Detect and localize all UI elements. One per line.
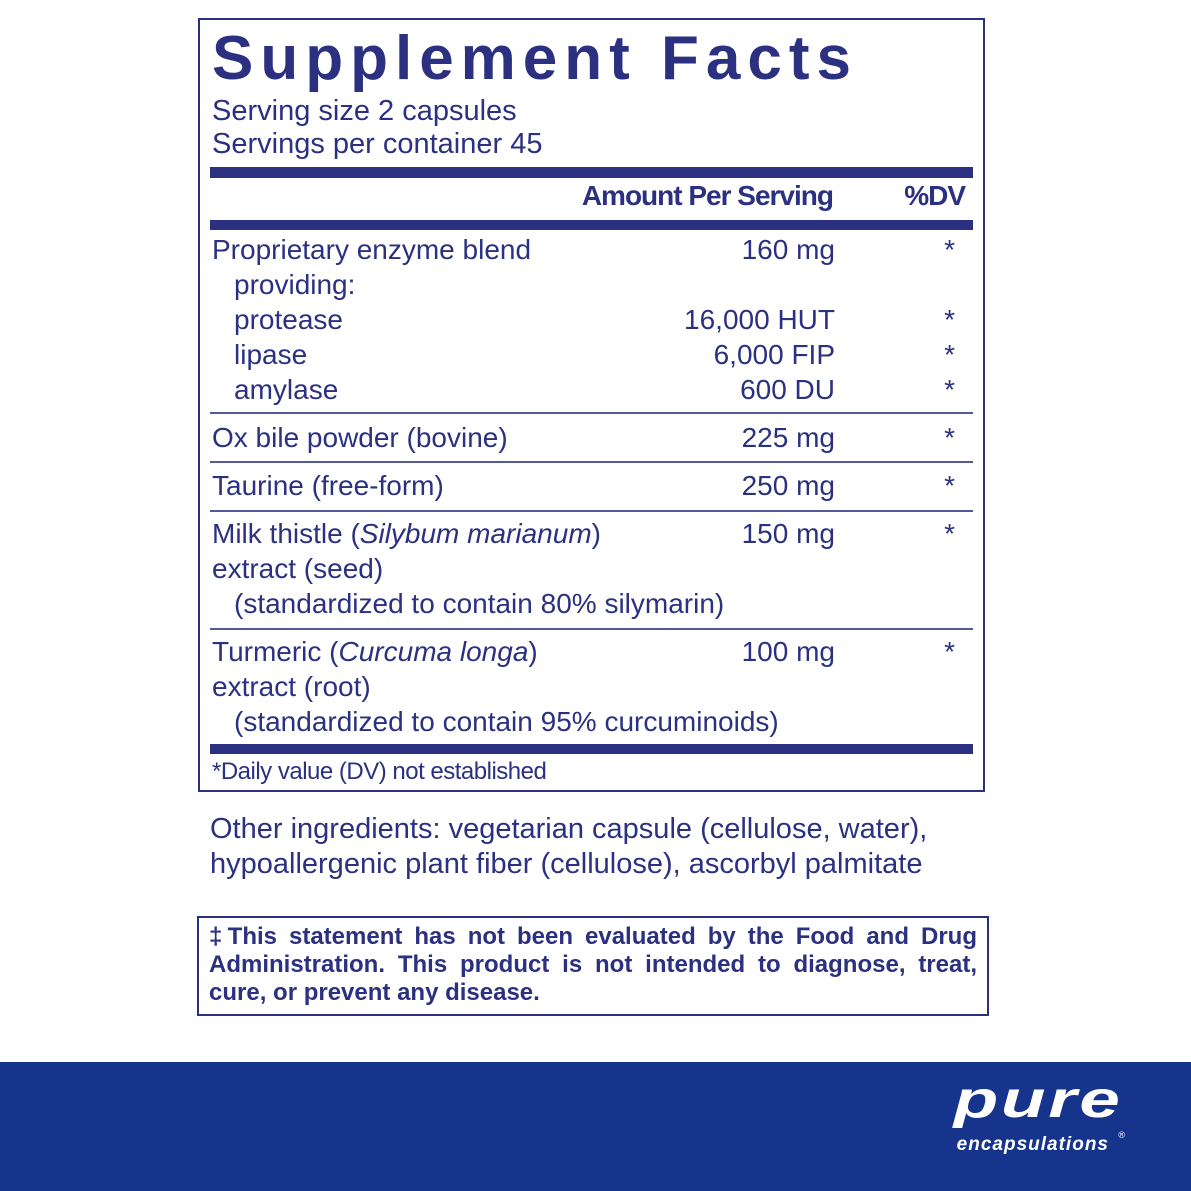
- ingredient-row: protease 16,000 HUT *: [234, 304, 955, 335]
- ingredient-row: Turmeric (Curcuma longa) 100 mg *: [212, 636, 955, 667]
- ingredient-row: Milk thistle (Silybum marianum) 150 mg *: [212, 518, 955, 549]
- ingredient-row-continued: (standardized to contain 95% curcuminoid…: [234, 706, 779, 737]
- ingredient-row: Proprietary enzyme blend 160 mg *: [212, 234, 955, 265]
- ingredient-row-continued: (standardized to contain 80% silymarin): [234, 588, 725, 619]
- registered-mark: ®: [1118, 1130, 1125, 1140]
- thick-divider: [210, 744, 973, 754]
- fda-disclaimer: ‡This statement has not been evaluated b…: [197, 916, 989, 1016]
- ingredient-row: lipase 6,000 FIP *: [234, 339, 955, 370]
- ingredient-row: amylase 600 DU *: [234, 374, 955, 405]
- ingredient-row-continued: extract (root): [212, 671, 371, 702]
- supplement-facts-panel: Supplement Facts Serving size 2 capsules…: [198, 18, 985, 792]
- thick-divider: [210, 167, 973, 178]
- dv-footnote: *Daily value (DV) not established: [212, 758, 547, 785]
- amount-header: Amount Per Serving: [581, 180, 834, 211]
- row-divider: [210, 628, 973, 630]
- ingredient-row: Ox bile powder (bovine) 225 mg *: [212, 422, 955, 453]
- dv-header: %DV: [904, 180, 966, 211]
- ingredient-row-continued: extract (seed): [212, 553, 384, 584]
- ingredient-row: Taurine (free-form) 250 mg *: [212, 470, 955, 501]
- ingredient-row: providing:: [234, 269, 356, 300]
- brand-banner: pure ® encapsulations: [0, 1062, 1191, 1191]
- brand-logo-subtitle: encapsulations: [956, 1134, 1109, 1155]
- thick-divider: [210, 220, 973, 230]
- row-divider: [210, 412, 973, 414]
- other-ingredients: Other ingredients: vegetarian capsule (c…: [210, 813, 928, 880]
- serving-size: Serving size 2 capsules: [212, 95, 517, 127]
- brand-logo: pure: [954, 1071, 1123, 1129]
- panel-title: Supplement Facts: [212, 24, 858, 93]
- row-divider: [210, 461, 973, 463]
- servings-per-container: Servings per container 45: [212, 128, 543, 160]
- row-divider: [210, 510, 973, 512]
